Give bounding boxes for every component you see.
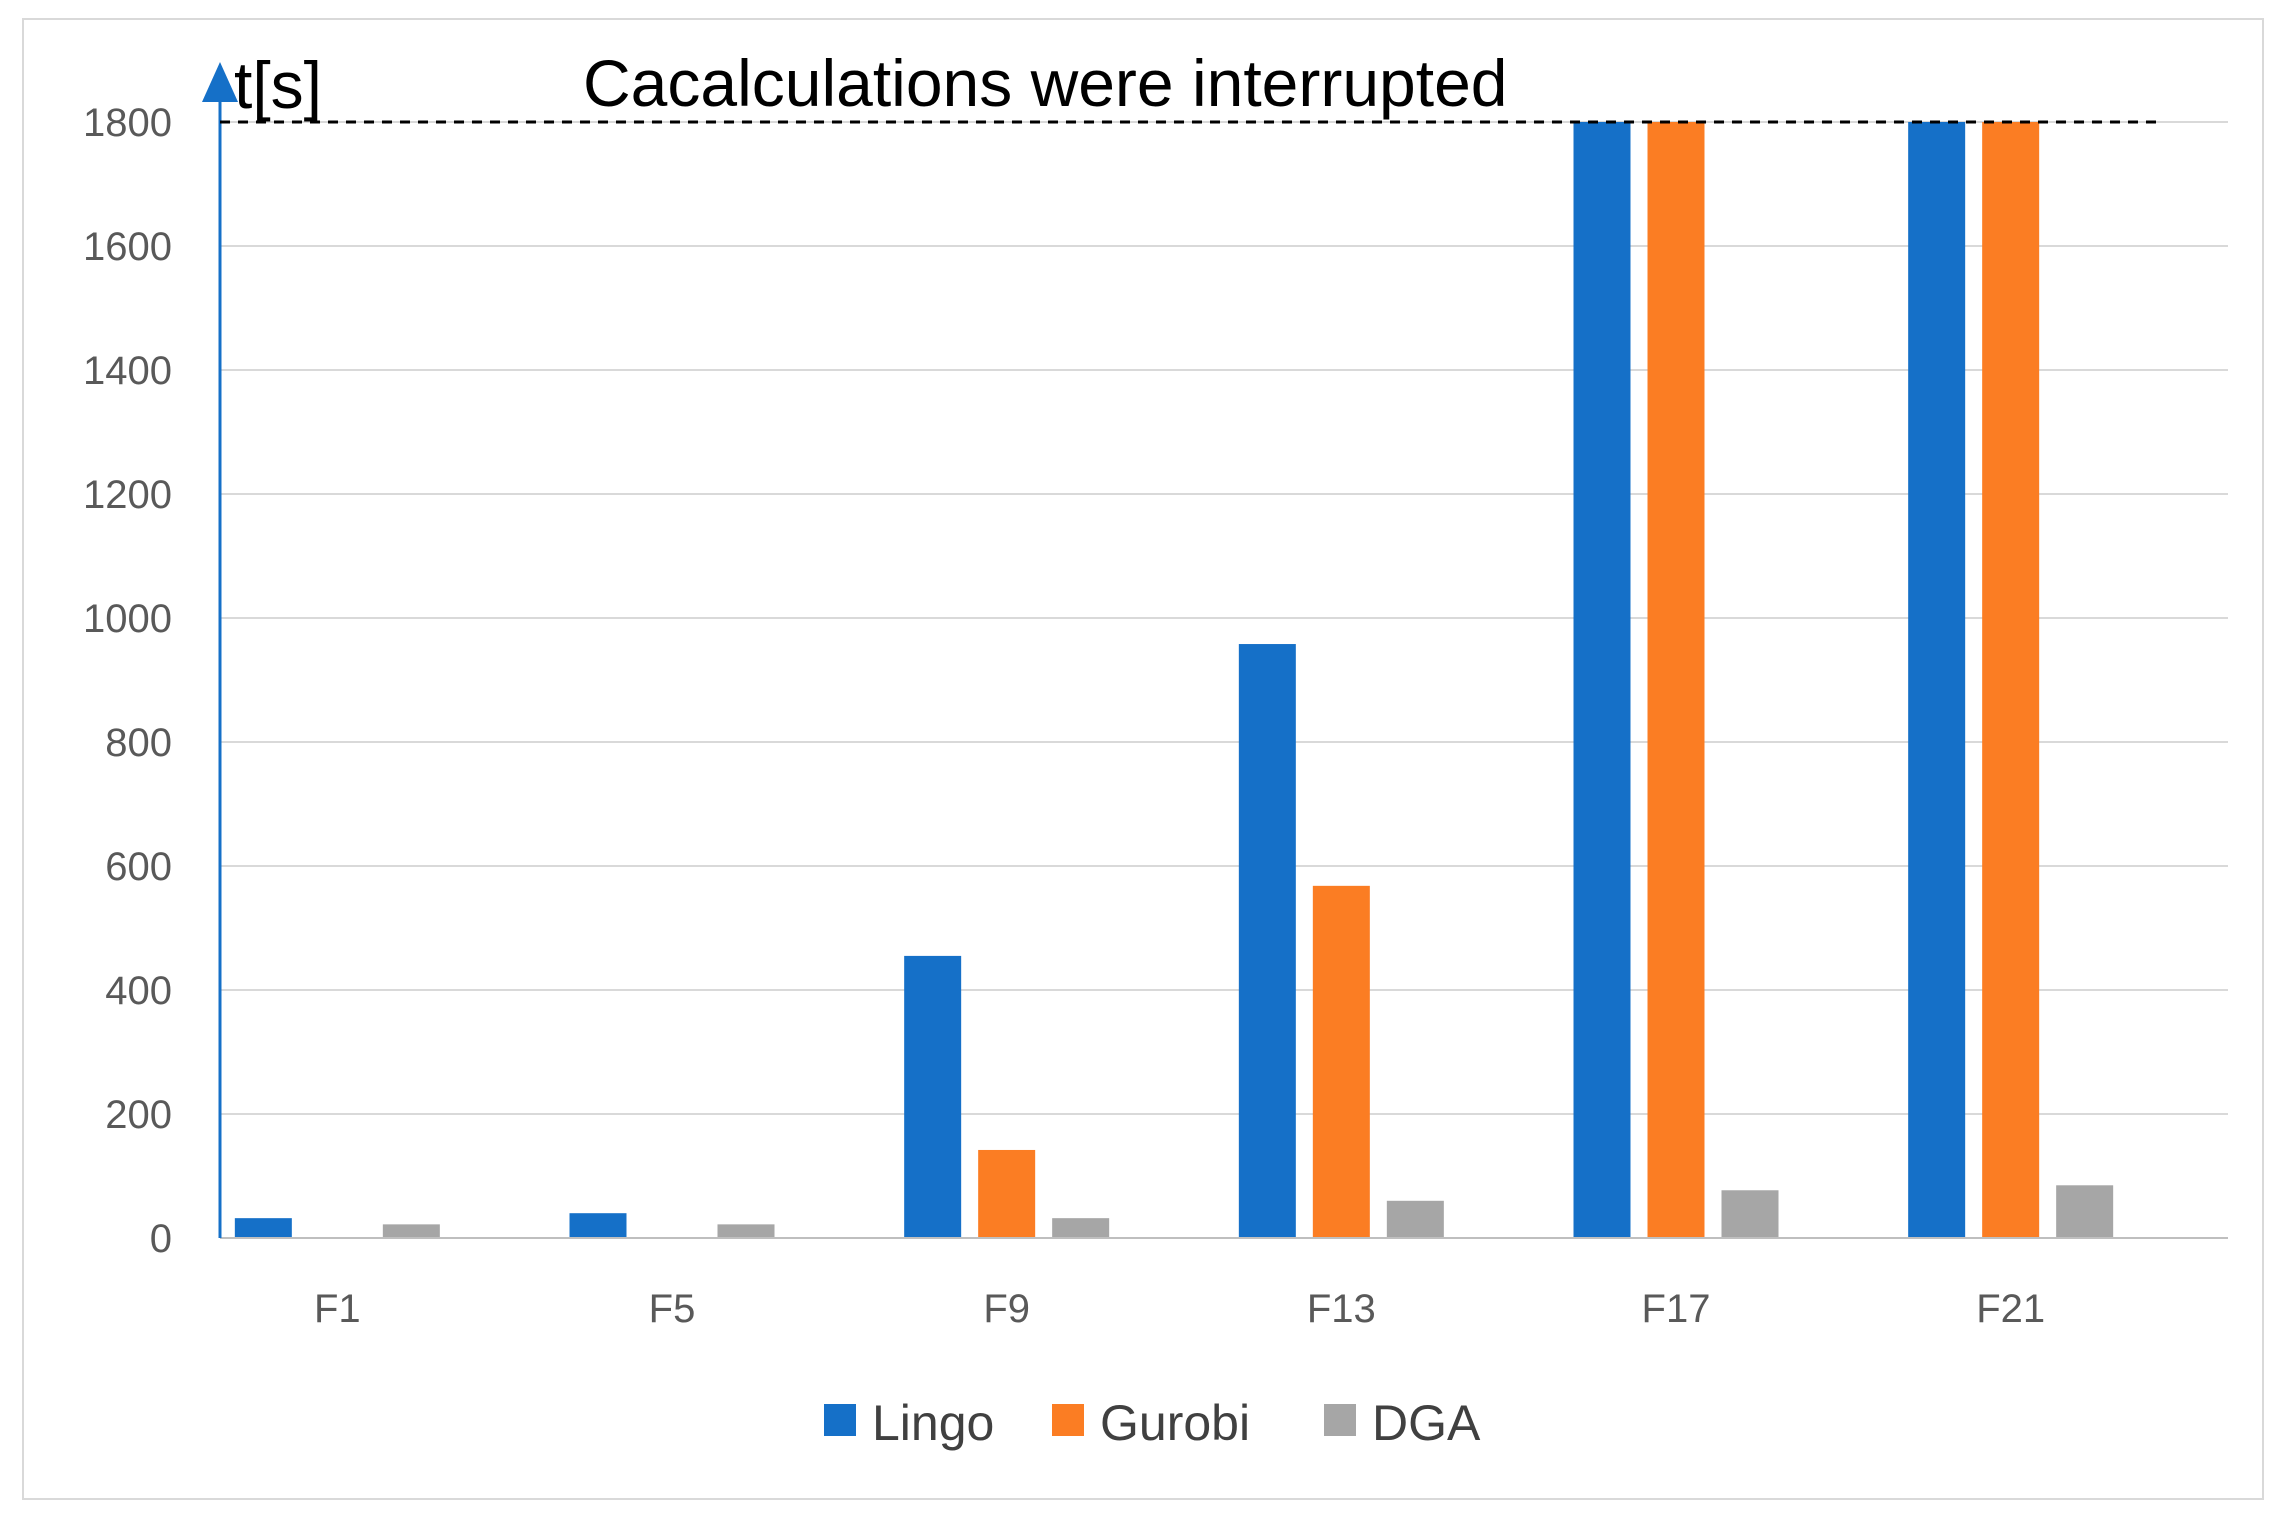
y-tick-label: 400 xyxy=(105,969,172,1013)
bar-dga-f1 xyxy=(382,1224,440,1238)
bar-lingo-f13 xyxy=(1238,644,1296,1238)
annotation-text: Cacalculations were interrupted xyxy=(583,46,1507,120)
legend-swatch-gurobi xyxy=(1052,1404,1084,1436)
y-tick-label: 1600 xyxy=(83,225,172,269)
category-label: F9 xyxy=(983,1287,1030,1331)
bar-lingo-f17 xyxy=(1573,122,1631,1238)
bar-gurobi-f13 xyxy=(1312,885,1370,1238)
category-label: F13 xyxy=(1307,1287,1376,1331)
y-tick-label: 1800 xyxy=(83,101,172,145)
y-tick-label: 800 xyxy=(105,721,172,765)
y-tick-label: 1000 xyxy=(83,597,172,641)
bar-lingo-f9 xyxy=(904,955,962,1238)
bar-dga-f13 xyxy=(1386,1200,1444,1238)
bar-dga-f21 xyxy=(2056,1185,2114,1238)
legend: Lingo Gurobi DGA xyxy=(824,1395,1481,1451)
legend-swatch-dga xyxy=(1324,1404,1356,1436)
legend-label-dga: DGA xyxy=(1372,1395,1481,1451)
y-axis-arrowhead xyxy=(202,62,238,102)
bar-dga-f17 xyxy=(1721,1190,1779,1238)
bar-gurobi-f21 xyxy=(1982,122,2040,1238)
bar-lingo-f5 xyxy=(569,1213,627,1238)
bar-lingo-f21 xyxy=(1908,122,1966,1238)
bar-dga-f9 xyxy=(1052,1218,1110,1238)
bar-gurobi-f17 xyxy=(1647,122,1705,1238)
legend-label-gurobi: Gurobi xyxy=(1100,1395,1250,1451)
y-tick-labels: 0 200 400 600 800 1000 1200 1400 1600 1800 xyxy=(83,101,172,1261)
category-label: F21 xyxy=(1976,1287,2045,1331)
y-tick-label: 0 xyxy=(150,1217,172,1261)
bar-gurobi-f9 xyxy=(978,1149,1036,1238)
category-label: F1 xyxy=(314,1287,361,1331)
legend-swatch-lingo xyxy=(824,1404,856,1436)
y-tick-label: 200 xyxy=(105,1093,172,1137)
bar-dga-f5 xyxy=(717,1224,775,1238)
y-tick-label: 600 xyxy=(105,845,172,889)
y-axis-label: t[s] xyxy=(234,48,322,122)
legend-label-lingo: Lingo xyxy=(872,1395,994,1451)
gridlines xyxy=(220,121,2228,1115)
category-label: F17 xyxy=(1642,1287,1711,1331)
chart-frame xyxy=(22,18,2264,1500)
category-labels: F1 F5 F9 F13 F17 F21 xyxy=(314,1287,2045,1331)
bars xyxy=(234,122,2114,1238)
y-tick-label: 1200 xyxy=(83,473,172,517)
category-label: F5 xyxy=(649,1287,696,1331)
y-tick-label: 1400 xyxy=(83,349,172,393)
bar-lingo-f1 xyxy=(234,1218,292,1238)
